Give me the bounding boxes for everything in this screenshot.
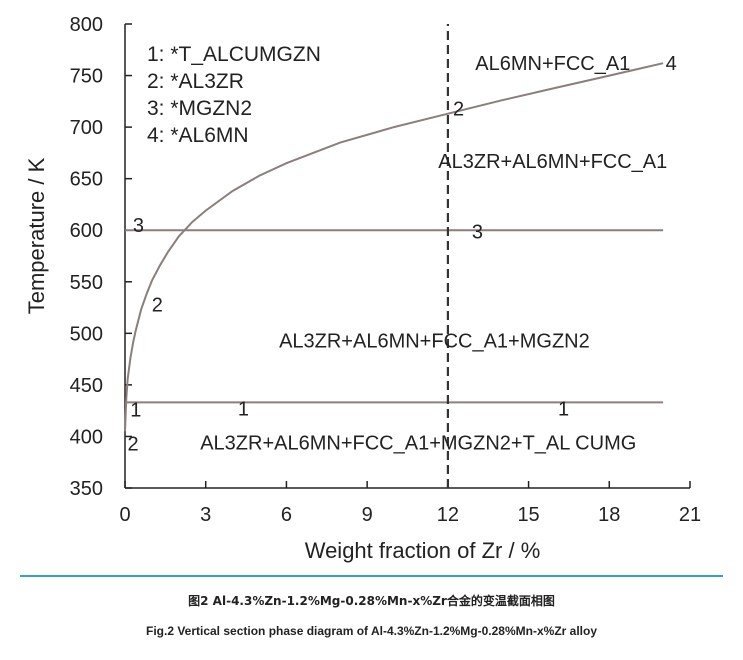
x-axis-title: Weight fraction of Zr / % bbox=[305, 538, 541, 563]
x-tick-label: 12 bbox=[437, 504, 459, 526]
phase-region-label: AL3ZR+AL6MN+FCC_A1+MGZN2+T_AL CUMG bbox=[200, 433, 636, 455]
line-number-label: 4 bbox=[666, 53, 677, 75]
y-tick-label: 350 bbox=[70, 478, 103, 500]
x-tick-label: 21 bbox=[679, 504, 701, 526]
y-tick-label: 600 bbox=[70, 220, 103, 242]
y-tick-label: 650 bbox=[70, 169, 103, 191]
y-tick-label: 550 bbox=[70, 272, 103, 294]
y-tick-label: 450 bbox=[70, 375, 103, 397]
x-tick-label: 9 bbox=[362, 504, 373, 526]
line-number-label: 2 bbox=[453, 99, 464, 121]
x-tick-label: 3 bbox=[200, 504, 211, 526]
figure-caption-english: Fig.2 Vertical section phase diagram of … bbox=[145, 624, 597, 638]
phase-region-label: AL3ZR+AL6MN+FCC_A1 bbox=[438, 151, 667, 173]
y-tick-label: 800 bbox=[70, 14, 103, 36]
line-number-label: 3 bbox=[472, 221, 483, 243]
legend-entry: 3: *MGZN2 bbox=[147, 97, 252, 120]
x-tick-label: 18 bbox=[598, 504, 620, 526]
x-tick-label: 15 bbox=[517, 504, 539, 526]
y-tick-label: 400 bbox=[70, 426, 103, 448]
y-tick-label: 750 bbox=[70, 66, 103, 88]
y-tick-label: 700 bbox=[70, 117, 103, 139]
line-number-label: 2 bbox=[152, 294, 163, 316]
line-number-label: 2 bbox=[128, 434, 139, 456]
line-number-label: 3 bbox=[133, 215, 144, 237]
caption-divider bbox=[20, 575, 723, 577]
legend-entry: 2: *AL3ZR bbox=[147, 70, 244, 93]
line-number-label: 1 bbox=[558, 399, 569, 421]
y-axis-title: Temperature / K bbox=[24, 157, 49, 314]
y-tick-label: 500 bbox=[70, 323, 103, 345]
line-number-label: 1 bbox=[130, 400, 141, 422]
legend-entry: 1: *T_ALCUMGZN bbox=[147, 43, 321, 66]
phase-region-label: AL6MN+FCC_A1 bbox=[475, 53, 630, 75]
figure-caption-chinese: 图2 Al-4.3%Zn-1.2%Mg-0.28%Mn-x%Zr合金的变温截面相… bbox=[188, 594, 555, 608]
phase-region-label: AL3ZR+AL6MN+FCC_A1+MGZN2 bbox=[279, 331, 590, 353]
legend: 1: *T_ALCUMGZN 2: *AL3ZR 3: *MGZN2 4: *AL6M… bbox=[147, 43, 321, 147]
x-tick-label: 6 bbox=[281, 504, 292, 526]
legend-entry: 4: *AL6MN bbox=[147, 124, 249, 147]
x-tick-label: 0 bbox=[119, 504, 130, 526]
line-number-label: 1 bbox=[238, 399, 249, 421]
